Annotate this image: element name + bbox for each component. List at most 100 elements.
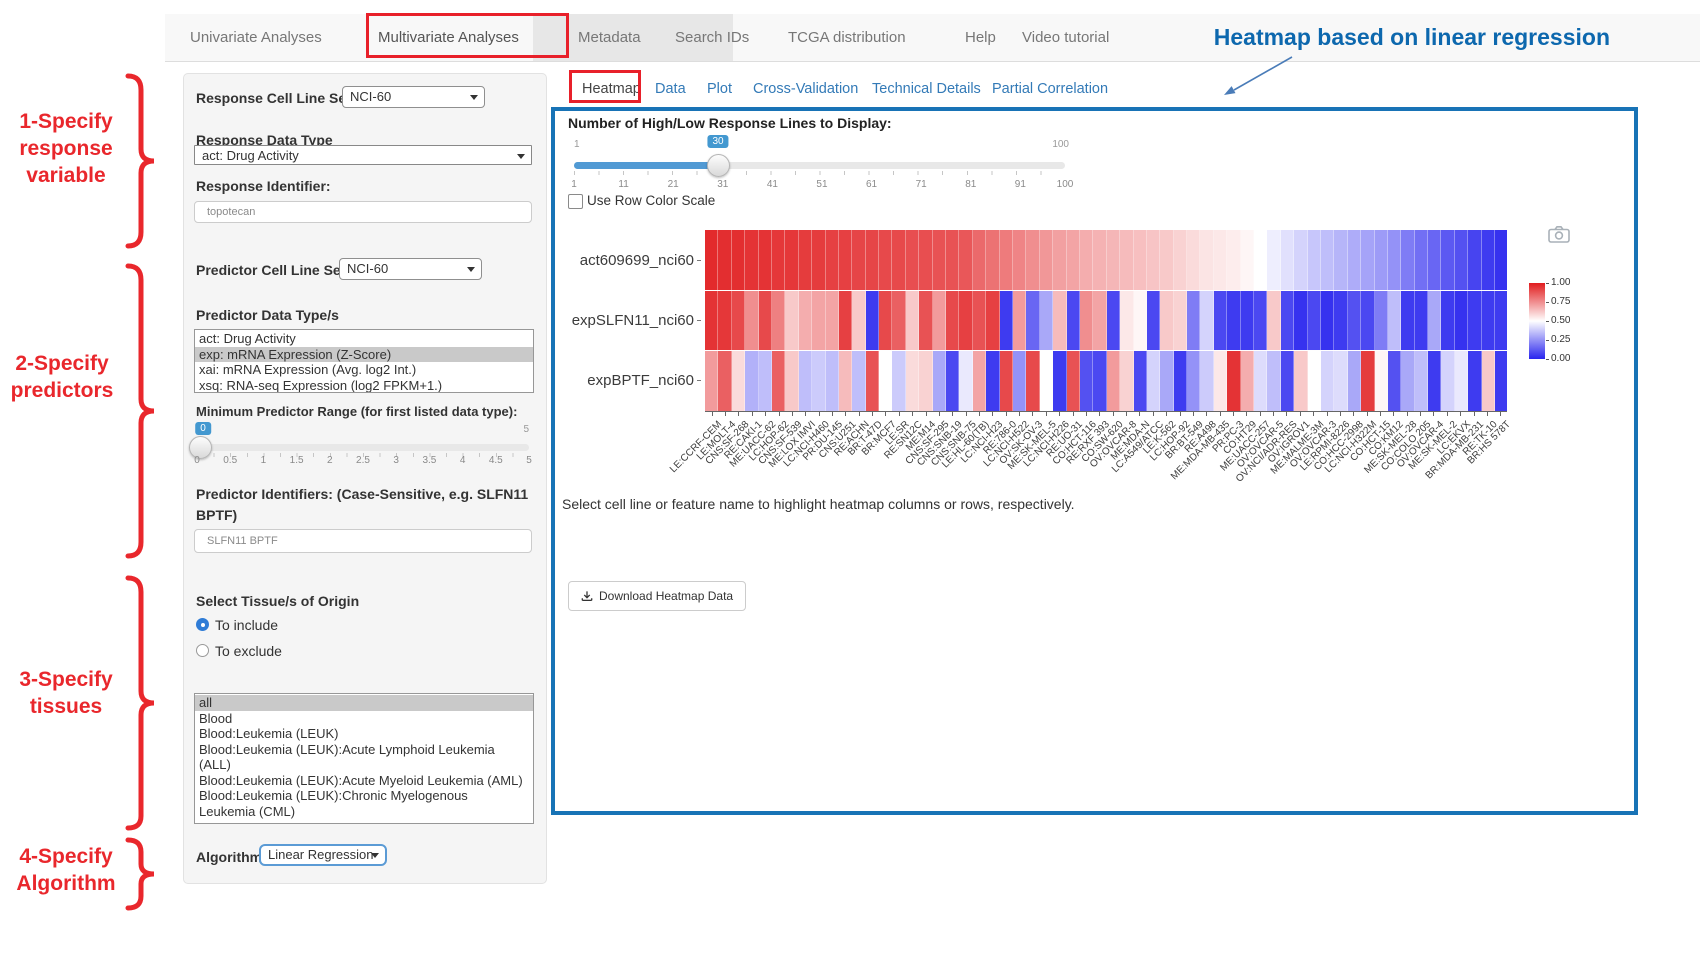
heatmap-cell[interactable] bbox=[1147, 351, 1160, 411]
heatmap-cell[interactable] bbox=[1107, 230, 1120, 290]
heatmap-cell[interactable] bbox=[959, 230, 972, 290]
tissue-option-blood-leukemia-leuk-acute-lymphoid-leuke[interactable]: Blood:Leukemia (LEUK):Acute Lymphoid Leu… bbox=[199, 742, 527, 773]
heatmap-cell[interactable] bbox=[866, 351, 879, 411]
heatmap-cell[interactable] bbox=[1441, 291, 1454, 351]
heatmap-cell[interactable] bbox=[1441, 351, 1454, 411]
heatmap-cell[interactable] bbox=[1227, 351, 1240, 411]
heatmap-cell[interactable] bbox=[879, 230, 892, 290]
heatmap-cell[interactable] bbox=[732, 351, 745, 411]
heatmap-cell[interactable] bbox=[759, 230, 772, 290]
heatmap-cell[interactable] bbox=[1281, 291, 1294, 351]
heatmap-cell[interactable] bbox=[892, 291, 905, 351]
heatmap-cell[interactable] bbox=[1401, 230, 1414, 290]
heatmap-cell[interactable] bbox=[1267, 291, 1280, 351]
heatmap-cell[interactable] bbox=[1401, 291, 1414, 351]
heatmap-cell[interactable] bbox=[826, 351, 839, 411]
download-heatmap-data-button[interactable]: Download Heatmap Data bbox=[568, 581, 746, 611]
nav-item-video-tutorial[interactable]: Video tutorial bbox=[1022, 29, 1109, 46]
heatmap-cell[interactable] bbox=[973, 230, 986, 290]
heatmap-cell[interactable] bbox=[1348, 230, 1361, 290]
heatmap-cell[interactable] bbox=[1187, 291, 1200, 351]
tissue-option-blood-leukemia-leuk[interactable]: Blood:Leukemia (LEUK) bbox=[199, 726, 527, 742]
heatmap-cell[interactable] bbox=[946, 291, 959, 351]
heatmap-cell[interactable] bbox=[1267, 351, 1280, 411]
heatmap-cell[interactable] bbox=[1214, 230, 1227, 290]
slider-handle[interactable] bbox=[707, 154, 730, 177]
heatmap-cell[interactable] bbox=[1200, 230, 1213, 290]
heatmap-cell[interactable] bbox=[986, 291, 999, 351]
heatmap-row-label-expbptf-nci60[interactable]: expBPTF_nci60 bbox=[555, 351, 701, 411]
heatmap-cell[interactable] bbox=[852, 291, 865, 351]
heatmap-cell[interactable] bbox=[1053, 351, 1066, 411]
heatmap-cell[interactable] bbox=[812, 351, 825, 411]
heatmap-cell[interactable] bbox=[1067, 351, 1080, 411]
heatmap-cell[interactable] bbox=[1388, 351, 1401, 411]
response-data-type-select[interactable]: act: Drug Activity bbox=[194, 145, 532, 165]
heatmap-cell[interactable] bbox=[799, 230, 812, 290]
heatmap-cell[interactable] bbox=[1093, 291, 1106, 351]
heatmap-cell[interactable] bbox=[1053, 291, 1066, 351]
heatmap-cell[interactable] bbox=[705, 230, 718, 290]
heatmap-cell[interactable] bbox=[1134, 230, 1147, 290]
heatmap-cell[interactable] bbox=[919, 291, 932, 351]
heatmap-cell[interactable] bbox=[1241, 291, 1254, 351]
heatmap-cell[interactable] bbox=[946, 230, 959, 290]
heatmap-cell[interactable] bbox=[1080, 230, 1093, 290]
heatmap-cell[interactable] bbox=[1134, 351, 1147, 411]
heatmap-cell[interactable] bbox=[1214, 351, 1227, 411]
heatmap-cell[interactable] bbox=[1428, 351, 1441, 411]
heatmap-cell[interactable] bbox=[839, 351, 852, 411]
heatmap-cell[interactable] bbox=[1147, 291, 1160, 351]
heatmap-cell[interactable] bbox=[1455, 230, 1468, 290]
heatmap-cell[interactable] bbox=[1160, 230, 1173, 290]
predictor-data-type-option-act-drug-activity[interactable]: act: Drug Activity bbox=[199, 331, 527, 347]
heatmap-cell[interactable] bbox=[1361, 351, 1374, 411]
heatmap-cell[interactable] bbox=[1026, 230, 1039, 290]
heatmap-cell[interactable] bbox=[1267, 230, 1280, 290]
heatmap-cell[interactable] bbox=[1000, 351, 1013, 411]
heatmap-cell[interactable] bbox=[1482, 230, 1495, 290]
nav-item-metadata[interactable]: Metadata bbox=[578, 29, 641, 46]
heatmap-cell[interactable] bbox=[839, 230, 852, 290]
heatmap-cell[interactable] bbox=[1080, 351, 1093, 411]
tab-data[interactable]: Data bbox=[655, 81, 686, 97]
heatmap-cell[interactable] bbox=[1348, 351, 1361, 411]
heatmap-cell[interactable] bbox=[1334, 291, 1347, 351]
heatmap-cell[interactable] bbox=[1254, 291, 1267, 351]
heatmap-cell[interactable] bbox=[1107, 351, 1120, 411]
heatmap-cell[interactable] bbox=[1241, 351, 1254, 411]
tissue-option-blood-leukemia-leuk-acute-myeloid-leukem[interactable]: Blood:Leukemia (LEUK):Acute Myeloid Leuk… bbox=[199, 773, 527, 789]
slider-handle[interactable] bbox=[189, 436, 212, 459]
heatmap-cell[interactable] bbox=[1415, 291, 1428, 351]
heatmap-cell[interactable] bbox=[1294, 291, 1307, 351]
heatmap-cell[interactable] bbox=[745, 351, 758, 411]
heatmap-cell[interactable] bbox=[812, 291, 825, 351]
heatmap-cell[interactable] bbox=[1308, 230, 1321, 290]
heatmap-cell[interactable] bbox=[1000, 230, 1013, 290]
tissue-option-blood[interactable]: Blood bbox=[199, 711, 527, 727]
heatmap-cell[interactable] bbox=[852, 230, 865, 290]
nav-item-tcga-distribution[interactable]: TCGA distribution bbox=[788, 29, 906, 46]
heatmap-cell[interactable] bbox=[759, 351, 772, 411]
heatmap-cell[interactable] bbox=[1401, 351, 1414, 411]
heatmap-cell[interactable] bbox=[919, 351, 932, 411]
heatmap-cell[interactable] bbox=[826, 291, 839, 351]
heatmap-cell[interactable] bbox=[1227, 291, 1240, 351]
predictor-data-type-option-xai-mrna-expression-avg-log2-int[interactable]: xai: mRNA Expression (Avg. log2 Int.) bbox=[199, 362, 527, 378]
to-exclude-radio[interactable] bbox=[196, 644, 209, 657]
heatmap-cell[interactable] bbox=[1294, 230, 1307, 290]
min-predictor-range-slider[interactable]: 0 5 00.511.522.533.544.55 bbox=[197, 422, 529, 464]
heatmap-cell[interactable] bbox=[718, 230, 731, 290]
heatmap-cell[interactable] bbox=[1375, 291, 1388, 351]
heatmap-cell[interactable] bbox=[973, 351, 986, 411]
heatmap-cell[interactable] bbox=[812, 230, 825, 290]
heatmap-cell[interactable] bbox=[1468, 230, 1481, 290]
heatmap-cell[interactable] bbox=[906, 291, 919, 351]
to-include-radio[interactable] bbox=[196, 618, 209, 631]
nav-item-univariate-analyses[interactable]: Univariate Analyses bbox=[190, 29, 322, 46]
heatmap-cell[interactable] bbox=[785, 291, 798, 351]
heatmap-cell[interactable] bbox=[1093, 230, 1106, 290]
heatmap-cell[interactable] bbox=[1227, 230, 1240, 290]
heatmap-cell[interactable] bbox=[1093, 351, 1106, 411]
heatmap-cell[interactable] bbox=[946, 351, 959, 411]
